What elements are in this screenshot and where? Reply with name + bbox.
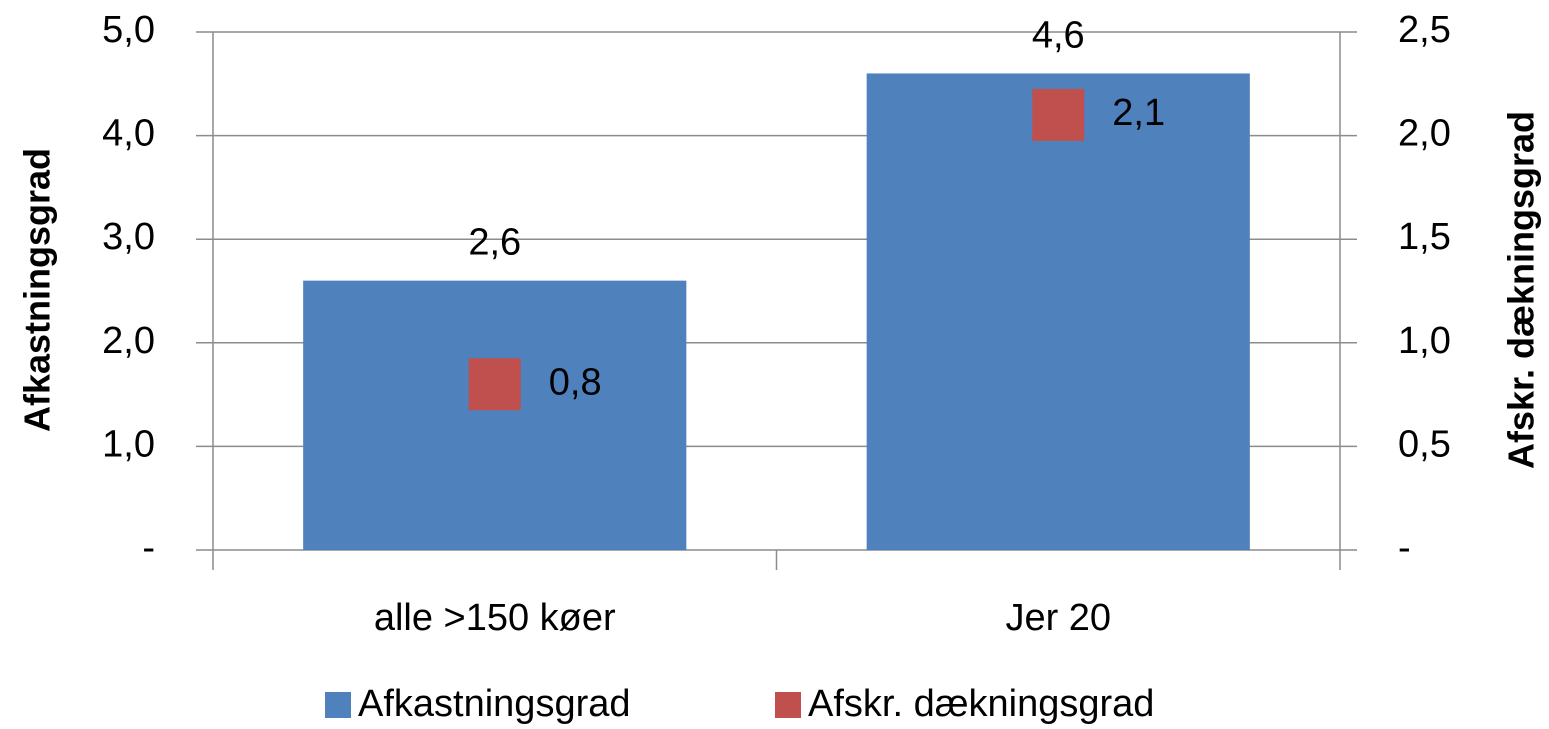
- y2-tick-label: 0,5: [1398, 423, 1451, 465]
- y2-tick-label: 2,0: [1398, 113, 1451, 155]
- y-tick-label: 4,0: [102, 113, 155, 155]
- y2-axis-title: Afskr. dækningsgrad: [1501, 111, 1542, 469]
- y2-tick-label: 2,5: [1398, 9, 1451, 51]
- bar: [867, 73, 1250, 550]
- y-axis-title: Afkastningsgrad: [17, 148, 58, 432]
- data-label: 2,1: [1112, 92, 1165, 134]
- chart: Afkastningsgrad Afskr. dækningsgrad - 1,0…: [0, 0, 1549, 729]
- y-tick-label: 2,0: [102, 320, 155, 362]
- legend-swatch: [325, 692, 351, 718]
- y2-tick-label: 1,5: [1398, 216, 1451, 258]
- data-label: 2,6: [468, 222, 521, 264]
- x-tick-label: Jer 20: [1005, 597, 1111, 639]
- marker: [469, 358, 521, 410]
- y-tick-label: -: [142, 527, 155, 569]
- y-tick-label: 5,0: [102, 9, 155, 51]
- marker: [1032, 89, 1084, 141]
- legend-swatch: [775, 692, 801, 718]
- y2-tick-label: 1,0: [1398, 320, 1451, 362]
- x-tick-label: alle >150 køer: [374, 597, 616, 639]
- data-label: 4,6: [1032, 14, 1085, 56]
- data-label: 0,8: [549, 361, 602, 403]
- bar: [303, 281, 686, 550]
- y-tick-label: 1,0: [102, 423, 155, 465]
- y2-tick-label: -: [1398, 527, 1411, 569]
- legend-label: Afskr. dækningsgrad: [808, 683, 1154, 725]
- y-tick-label: 3,0: [102, 216, 155, 258]
- legend-label: Afkastningsgrad: [358, 683, 631, 725]
